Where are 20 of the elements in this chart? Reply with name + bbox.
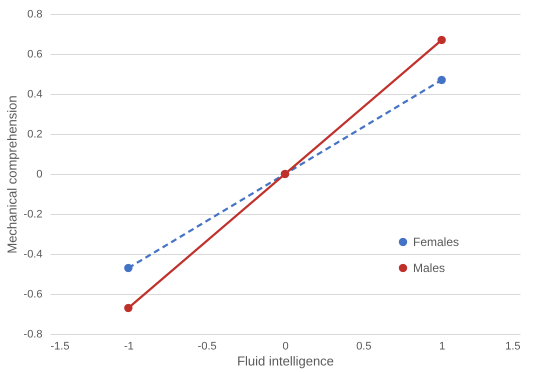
x-tick-label: 0: [282, 340, 289, 352]
y-axis-title: Mechanical comprehension: [4, 95, 20, 254]
x-axis-title: Fluid intelligence: [237, 354, 334, 368]
x-tick-label: -1: [124, 340, 134, 352]
legend-label: Males: [413, 261, 446, 275]
y-tick-label: -0.6: [24, 288, 42, 300]
y-tick-label: -0.4: [24, 248, 42, 260]
x-tick-label: 0.5: [356, 340, 372, 352]
x-tick-label: 1: [439, 340, 446, 352]
x-tick-label: 1.5: [505, 340, 520, 352]
y-tick-label: -0.8: [24, 328, 42, 340]
legend-label: Females: [413, 235, 460, 249]
y-tick-label: 0.8: [27, 8, 42, 20]
x-tick-label: -1.5: [50, 340, 70, 352]
y-tick-label: 0: [36, 168, 42, 180]
y-tick-label: 0.6: [27, 48, 42, 60]
y-tick-label: 0.2: [27, 128, 42, 140]
y-tick-label: -0.2: [24, 208, 42, 220]
y-tick-label: 0.4: [27, 88, 42, 100]
x-tick-label: -0.5: [198, 340, 217, 352]
